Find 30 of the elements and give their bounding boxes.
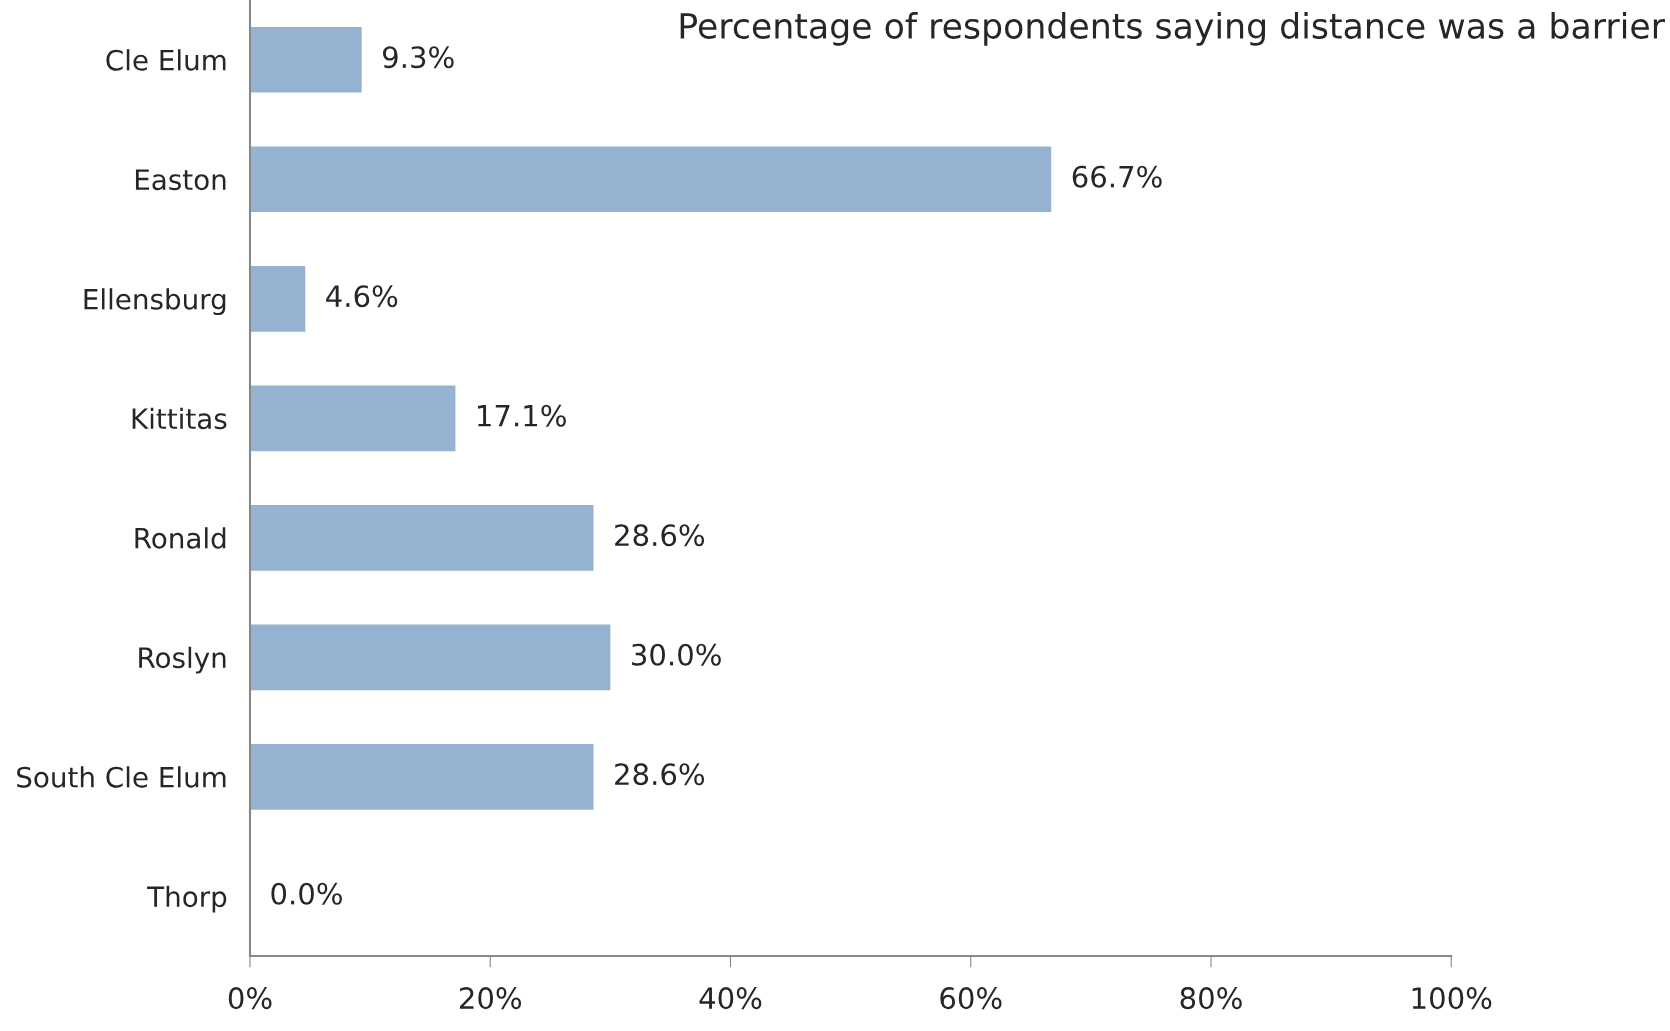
x-tick-label: 60%: [940, 987, 1002, 1010]
y-tick-label: Ronald: [135, 527, 226, 549]
y-tick-label: Thorp: [147, 885, 227, 913]
x-tick-label: 100%: [1412, 987, 1492, 1010]
bar: [250, 146, 1052, 213]
x-tick-label: 0%: [228, 987, 272, 1010]
bar: [250, 26, 362, 93]
y-tick-label: Ellensburg: [84, 288, 226, 316]
data-label: 66.7%: [1072, 165, 1162, 188]
y-tick-label: Cle Elum: [106, 49, 226, 71]
y-tick-label: Kittitas: [132, 407, 227, 430]
y-tick-label: South Cle Elum: [17, 766, 226, 788]
bar: [250, 385, 456, 452]
bar: [250, 624, 611, 691]
bar: [250, 743, 594, 810]
data-label: 28.6%: [615, 763, 705, 786]
data-label: 4.6%: [326, 285, 398, 308]
chart-title: Percentage of respondents saying distance was a barrier: [680, 12, 1665, 46]
data-label: 28.6%: [615, 524, 705, 547]
x-tick-label: 40%: [699, 987, 762, 1010]
x-tick-label: 20%: [459, 987, 522, 1010]
data-label: 0.0%: [271, 882, 342, 905]
data-label: 17.1%: [478, 404, 566, 427]
data-label: 9.3%: [382, 46, 454, 69]
x-tick-label: 80%: [1180, 987, 1242, 1010]
y-tick-label: Easton: [135, 169, 226, 191]
data-label: 30.0%: [632, 643, 721, 666]
bar: [250, 265, 306, 332]
y-tick-label: Roslyn: [139, 646, 226, 674]
bar: [250, 504, 594, 571]
